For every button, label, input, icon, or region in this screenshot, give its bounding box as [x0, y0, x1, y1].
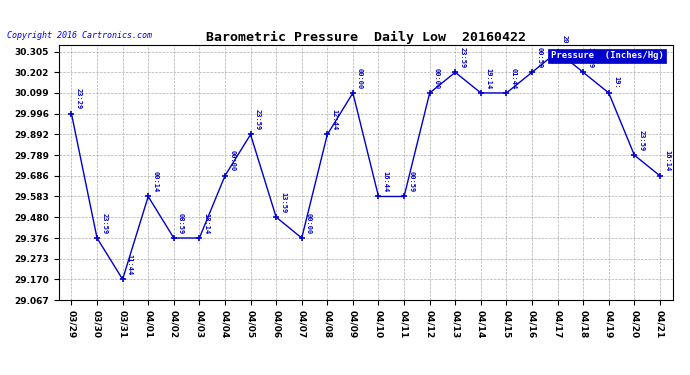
Text: 00:59: 00:59: [536, 47, 542, 68]
Text: 01:44: 01:44: [511, 68, 517, 89]
Text: Copyright 2016 Cartronics.com: Copyright 2016 Cartronics.com: [7, 30, 152, 39]
Text: 19:29: 19:29: [587, 47, 593, 68]
Text: 20:: 20:: [562, 35, 568, 48]
Text: 16:14: 16:14: [664, 150, 670, 172]
Text: 23:59: 23:59: [638, 130, 644, 151]
Text: 00:00: 00:00: [306, 213, 312, 234]
Text: 23:59: 23:59: [460, 47, 466, 68]
Text: 08:59: 08:59: [178, 213, 184, 234]
Text: 00:00: 00:00: [434, 68, 440, 89]
Text: 19:: 19:: [613, 76, 619, 89]
Title: Barometric Pressure  Daily Low  20160422: Barometric Pressure Daily Low 20160422: [206, 31, 526, 44]
Text: 23:59: 23:59: [255, 109, 261, 130]
Text: 00:14: 00:14: [152, 171, 159, 192]
Text: 00:59: 00:59: [408, 171, 414, 192]
Text: 23:29: 23:29: [76, 88, 81, 110]
Text: 23:59: 23:59: [101, 213, 107, 234]
Text: 00:00: 00:00: [357, 68, 363, 89]
Text: 18:14: 18:14: [204, 213, 210, 234]
Text: 13:59: 13:59: [280, 192, 286, 213]
Text: 16:44: 16:44: [383, 171, 388, 192]
Text: 00:00: 00:00: [229, 150, 235, 172]
Text: 19:14: 19:14: [485, 68, 491, 89]
Text: Pressure  (Inches/Hg): Pressure (Inches/Hg): [551, 51, 664, 60]
Text: 11:44: 11:44: [127, 254, 132, 275]
Text: 12:44: 12:44: [331, 109, 337, 130]
